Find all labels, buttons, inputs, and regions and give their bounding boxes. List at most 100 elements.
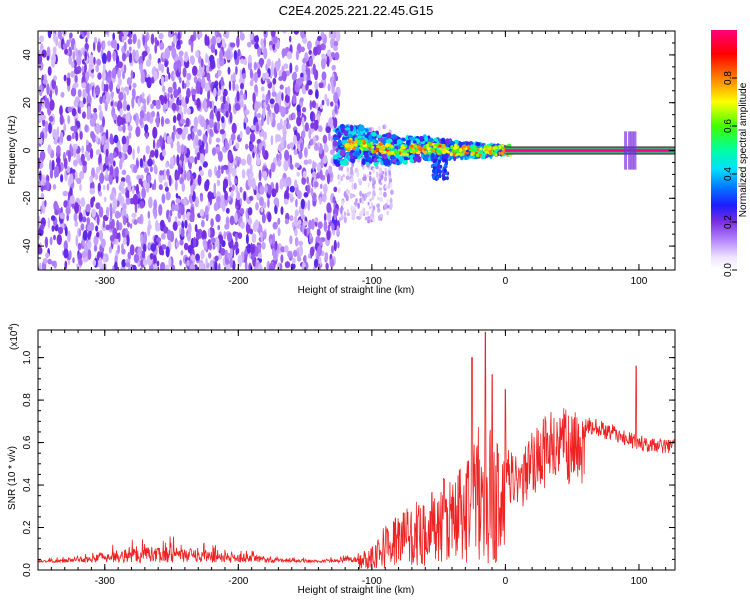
tone-spike	[630, 131, 634, 170]
signal-blob	[432, 174, 435, 179]
noise-blob	[81, 65, 85, 73]
signal-blob	[443, 168, 447, 173]
noise-blob	[50, 215, 56, 222]
noise-blob	[365, 174, 370, 178]
noise-blob	[126, 104, 131, 111]
noise-blob	[196, 82, 201, 95]
noise-blob	[114, 261, 118, 270]
noise-blob	[225, 216, 230, 227]
noise-blob	[133, 165, 138, 174]
noise-blob	[184, 51, 189, 63]
noise-blob	[304, 147, 308, 158]
noise-blob	[223, 32, 229, 38]
noise-blob	[199, 170, 204, 177]
noise-blob	[42, 118, 46, 127]
noise-blob	[387, 182, 391, 190]
noise-blob	[156, 139, 161, 149]
noise-blob	[276, 92, 282, 104]
noise-blob	[248, 217, 252, 226]
noise-blob	[59, 131, 64, 143]
noise-blob	[367, 182, 370, 188]
noise-blob	[170, 93, 173, 99]
noise-blob	[163, 132, 167, 141]
noise-blob	[105, 148, 109, 157]
noise-blob	[102, 255, 106, 263]
noise-blob	[80, 197, 86, 207]
noise-blob	[156, 40, 160, 47]
noise-blob	[197, 174, 202, 186]
noise-blob	[52, 46, 57, 55]
noise-blob	[140, 233, 144, 245]
noise-blob	[101, 135, 105, 146]
noise-blob	[180, 150, 185, 162]
noise-blob	[182, 126, 189, 135]
noise-blob	[38, 53, 43, 65]
noise-blob	[334, 105, 338, 114]
noise-blob	[127, 125, 133, 132]
noise-blob	[87, 249, 92, 261]
noise-blob	[112, 227, 118, 239]
signal-blob	[361, 158, 366, 166]
noise-blob	[119, 181, 125, 188]
noise-blob	[171, 102, 177, 112]
noise-blob	[390, 181, 393, 189]
noise-blob	[133, 219, 138, 225]
noise-blob	[371, 212, 375, 219]
noise-blob	[191, 88, 197, 96]
noise-blob	[63, 240, 68, 252]
signal-core	[474, 148, 478, 152]
noise-blob	[244, 109, 250, 115]
noise-blob	[115, 166, 119, 177]
noise-blob	[109, 202, 113, 212]
noise-blob	[208, 135, 212, 145]
noise-blob	[292, 94, 297, 105]
signal-blob	[381, 134, 387, 138]
noise-blob	[245, 143, 249, 150]
noise-blob	[205, 257, 208, 266]
noise-blob	[104, 154, 109, 166]
signal-core	[417, 145, 421, 149]
noise-blob	[40, 205, 43, 215]
noise-blob	[129, 244, 135, 256]
noise-blob	[302, 57, 307, 64]
noise-blob	[53, 33, 57, 43]
noise-blob	[342, 174, 345, 178]
noise-blob	[66, 134, 72, 142]
y-tick-label: 0.4	[22, 478, 33, 492]
noise-blob	[356, 171, 360, 178]
noise-blob	[148, 196, 153, 209]
noise-blob	[326, 56, 330, 68]
snr-multiplier-exponent: 4	[8, 327, 15, 331]
noise-blob	[265, 93, 269, 106]
noise-blob	[333, 45, 338, 51]
noise-blob	[180, 227, 185, 238]
noise-blob	[266, 58, 272, 67]
noise-blob	[281, 70, 287, 82]
noise-blob	[113, 134, 119, 144]
noise-blob	[256, 157, 261, 166]
noise-blob	[296, 104, 301, 113]
noise-blob	[261, 116, 265, 124]
noise-blob	[158, 32, 164, 40]
noise-blob	[379, 182, 383, 186]
noise-blob	[222, 94, 226, 105]
noise-blob	[93, 107, 97, 114]
noise-blob	[241, 73, 247, 79]
noise-blob	[299, 97, 304, 103]
noise-blob	[387, 205, 390, 209]
noise-blob	[293, 215, 298, 226]
noise-blob	[153, 211, 157, 220]
noise-blob	[221, 102, 225, 110]
noise-blob	[341, 199, 344, 207]
signal-core	[443, 147, 447, 152]
noise-blob	[197, 31, 203, 39]
signal-core	[409, 144, 414, 148]
noise-blob	[312, 63, 316, 76]
signal-core	[353, 143, 358, 147]
signal-blob	[435, 154, 439, 159]
noise-blob	[184, 157, 187, 164]
noise-blob	[390, 189, 394, 195]
noise-blob	[107, 40, 111, 47]
signal-core	[455, 149, 460, 153]
noise-blob	[379, 196, 383, 203]
